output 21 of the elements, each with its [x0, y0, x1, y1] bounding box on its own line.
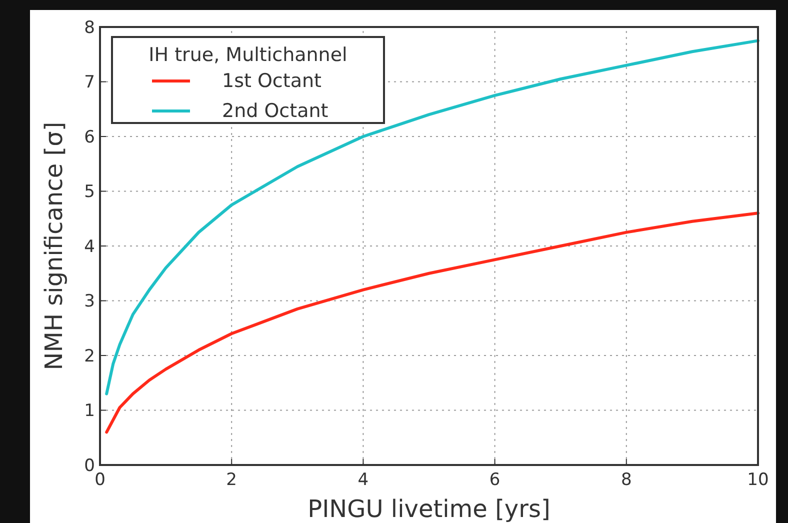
- x-axis-title: PINGU livetime [yrs]: [308, 495, 550, 523]
- line-series: [105, 212, 760, 434]
- line-series: [105, 39, 760, 396]
- y-tick-label: 1: [84, 401, 95, 422]
- y-tick-label: 8: [84, 18, 95, 38]
- legend-label: 2nd Octant: [222, 100, 328, 122]
- y-tick-label: 6: [84, 127, 95, 148]
- x-tick-label: 6: [489, 470, 500, 490]
- y-tick-label: 3: [84, 292, 95, 312]
- x-tick-label: 4: [358, 470, 369, 490]
- y-tick-label: 2: [84, 346, 95, 366]
- legend-title: IH true, Multichannel: [148, 44, 348, 66]
- x-tick-label: 8: [620, 470, 632, 490]
- x-tick-label: 10: [747, 470, 769, 490]
- x-tick-label: 2: [226, 470, 238, 490]
- y-axis-title: NMH significance [σ]: [40, 122, 68, 370]
- y-tick-label: 7: [84, 72, 95, 93]
- y-tick-label: 0: [84, 456, 95, 476]
- y-tick-label: 5: [84, 182, 95, 202]
- legend-label: 1st Octant: [222, 70, 322, 92]
- y-tick-label: 4: [84, 236, 95, 257]
